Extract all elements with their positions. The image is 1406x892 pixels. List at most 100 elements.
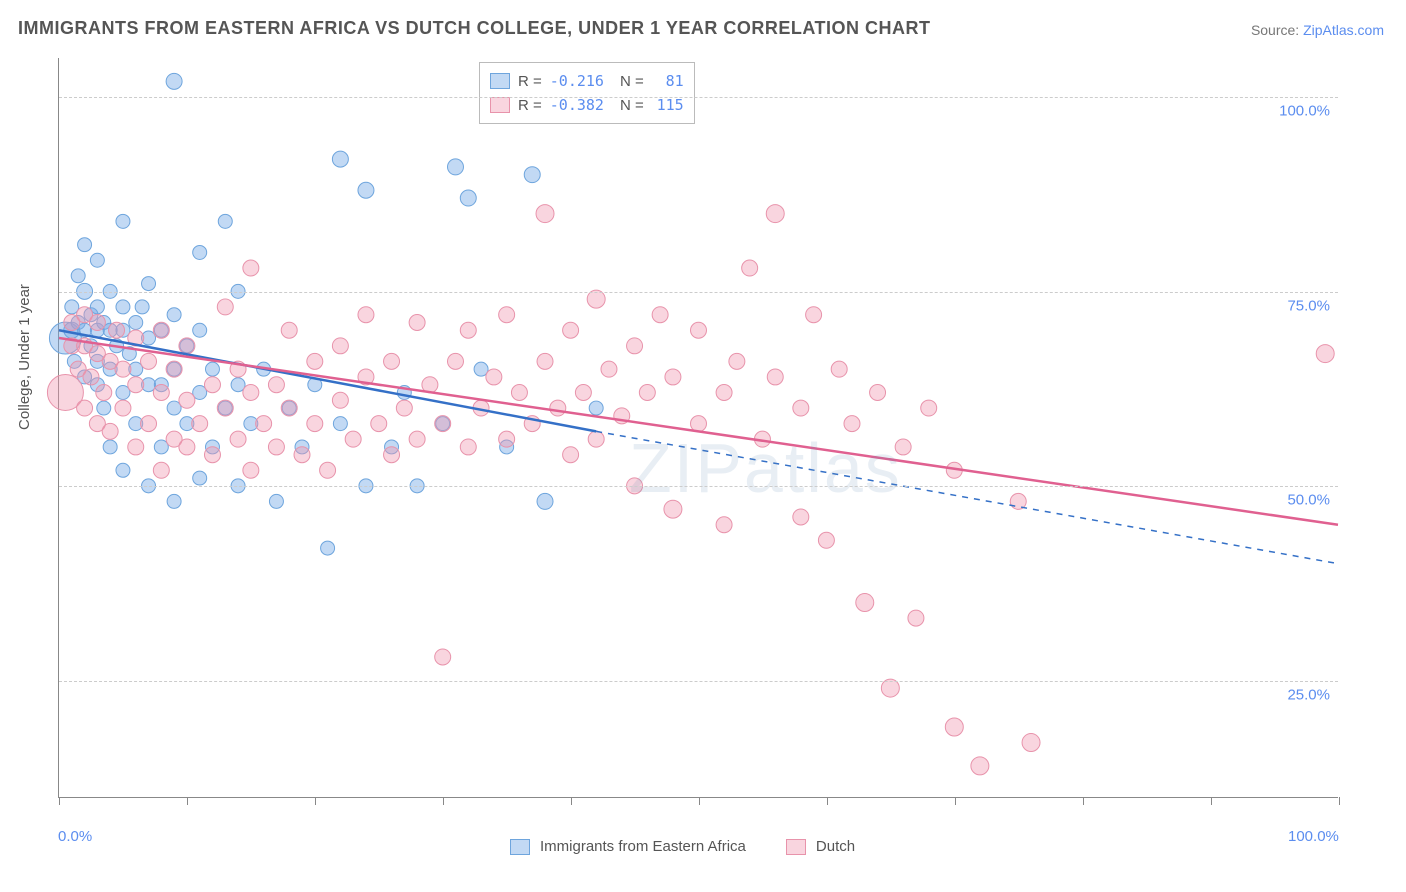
data-point <box>384 447 400 463</box>
data-point <box>435 416 451 432</box>
data-point <box>179 439 195 455</box>
legend-n-value-1: 81 <box>652 72 684 90</box>
data-point <box>691 322 707 338</box>
legend-row-series1: R = -0.216 N = 81 <box>490 69 684 93</box>
data-point <box>77 400 93 416</box>
data-point <box>409 431 425 447</box>
data-point <box>83 369 99 385</box>
data-point <box>115 361 131 377</box>
data-point <box>1022 734 1040 752</box>
data-point <box>78 238 92 252</box>
data-point <box>332 392 348 408</box>
legend-n-value-2: 115 <box>652 96 684 114</box>
data-point <box>589 401 603 415</box>
data-point <box>135 300 149 314</box>
data-point <box>153 462 169 478</box>
data-point <box>588 431 604 447</box>
data-point <box>921 400 937 416</box>
data-point <box>716 385 732 401</box>
legend-r-label: R = <box>518 97 542 114</box>
data-point <box>218 214 232 228</box>
legend-correlation-box: R = -0.216 N = 81 R = -0.382 N = 115 <box>479 62 695 124</box>
legend-r-value-1: -0.216 <box>550 72 604 90</box>
data-point <box>193 245 207 259</box>
source-link[interactable]: ZipAtlas.com <box>1303 22 1384 38</box>
data-point <box>396 400 412 416</box>
data-point <box>116 300 130 314</box>
gridline <box>59 292 1338 293</box>
data-point <box>664 500 682 518</box>
x-tick <box>1339 797 1340 805</box>
x-tick <box>1083 797 1084 805</box>
data-point <box>332 338 348 354</box>
data-point <box>460 439 476 455</box>
data-point <box>153 322 169 338</box>
data-point <box>818 532 834 548</box>
data-point <box>435 649 451 665</box>
data-point <box>358 307 374 323</box>
legend-r-value-2: -0.382 <box>550 96 604 114</box>
legend-bottom: Immigrants from Eastern Africa Dutch <box>510 838 855 855</box>
y-axis-label: College, Under 1 year <box>16 284 33 430</box>
gridline <box>59 97 1338 98</box>
data-point <box>204 377 220 393</box>
data-point <box>128 377 144 393</box>
plot-area: ZIPatlas R = -0.216 N = 81 R = -0.382 N … <box>58 58 1338 798</box>
data-point <box>536 205 554 223</box>
regression-line-extrapolated <box>596 431 1338 563</box>
x-tick <box>827 797 828 805</box>
data-point <box>71 269 85 283</box>
data-point <box>115 400 131 416</box>
data-point <box>447 159 463 175</box>
data-point <box>141 353 157 369</box>
data-point <box>358 182 374 198</box>
x-tick <box>187 797 188 805</box>
x-tick-label: 100.0% <box>1288 828 1339 845</box>
data-point <box>729 353 745 369</box>
data-point <box>193 471 207 485</box>
data-point <box>537 493 553 509</box>
data-point <box>103 440 117 454</box>
data-point <box>243 462 259 478</box>
data-point <box>321 541 335 555</box>
data-point <box>281 322 297 338</box>
data-point <box>766 205 784 223</box>
data-point <box>908 610 924 626</box>
data-point <box>141 416 157 432</box>
data-point <box>856 594 874 612</box>
data-point <box>409 314 425 330</box>
data-point <box>332 151 348 167</box>
source-attribution: Source: ZipAtlas.com <box>1251 22 1384 38</box>
data-point <box>268 439 284 455</box>
data-point <box>90 253 104 267</box>
y-tick-label: 75.0% <box>1287 297 1330 314</box>
data-point <box>96 385 112 401</box>
data-point <box>153 385 169 401</box>
regression-line <box>59 338 1338 525</box>
data-point <box>945 718 963 736</box>
data-point <box>793 400 809 416</box>
swatch-series2-icon <box>490 97 510 113</box>
x-tick <box>315 797 316 805</box>
data-point <box>179 392 195 408</box>
x-tick-label: 0.0% <box>58 828 92 845</box>
data-point <box>575 385 591 401</box>
data-point <box>806 307 822 323</box>
data-point <box>333 417 347 431</box>
data-point <box>230 431 246 447</box>
x-tick <box>955 797 956 805</box>
data-point <box>167 494 181 508</box>
swatch-series1-icon <box>510 839 530 855</box>
data-point <box>844 416 860 432</box>
data-point <box>142 277 156 291</box>
data-point <box>1316 345 1334 363</box>
gridline <box>59 681 1338 682</box>
data-point <box>587 290 605 308</box>
data-point <box>563 322 579 338</box>
data-point <box>870 385 886 401</box>
data-point <box>537 353 553 369</box>
y-tick-label: 50.0% <box>1287 492 1330 509</box>
data-point <box>665 369 681 385</box>
data-point <box>167 308 181 322</box>
x-tick <box>1211 797 1212 805</box>
